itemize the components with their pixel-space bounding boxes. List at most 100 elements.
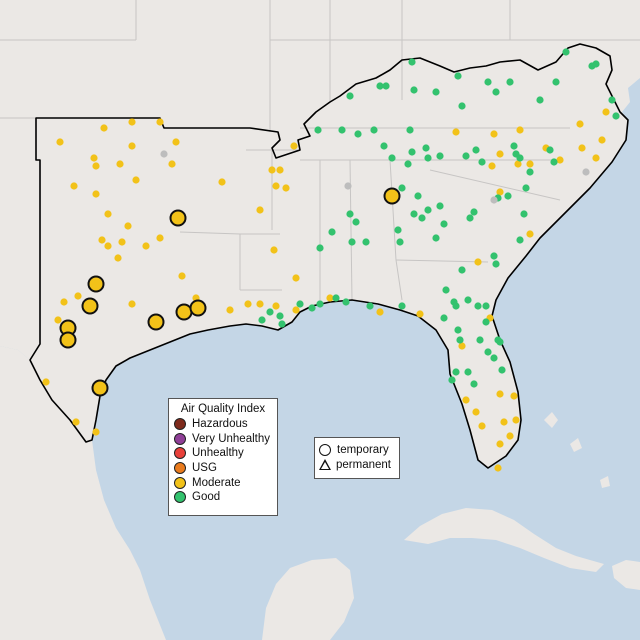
monitor-moderate[interactable]: [54, 316, 62, 324]
monitor-moderate[interactable]: [218, 178, 226, 186]
monitor-moderate[interactable]: [92, 190, 100, 198]
monitor-moderate[interactable]: [118, 238, 126, 246]
monitor-moderate[interactable]: [156, 118, 164, 126]
monitor-moderate[interactable]: [42, 378, 50, 386]
monitor-moderate[interactable]: [326, 294, 334, 302]
monitor-no-data[interactable]: [344, 182, 352, 190]
monitor-good[interactable]: [592, 60, 600, 68]
monitor-good[interactable]: [490, 252, 498, 260]
monitor-good[interactable]: [492, 260, 500, 268]
temporary-monitor-moderate[interactable]: [189, 299, 207, 317]
monitor-moderate[interactable]: [452, 128, 460, 136]
monitor-good[interactable]: [442, 286, 450, 294]
monitor-good[interactable]: [258, 316, 266, 324]
monitor-good[interactable]: [484, 78, 492, 86]
monitor-moderate[interactable]: [490, 130, 498, 138]
monitor-moderate[interactable]: [292, 306, 300, 314]
monitor-good[interactable]: [348, 238, 356, 246]
monitor-moderate[interactable]: [602, 108, 610, 116]
monitor-good[interactable]: [506, 78, 514, 86]
monitor-good[interactable]: [520, 210, 528, 218]
monitor-good[interactable]: [466, 214, 474, 222]
temporary-monitor-moderate[interactable]: [81, 297, 99, 315]
monitor-good[interactable]: [370, 126, 378, 134]
monitor-good[interactable]: [458, 266, 466, 274]
monitor-good[interactable]: [382, 82, 390, 90]
monitor-moderate[interactable]: [276, 166, 284, 174]
monitor-good[interactable]: [388, 154, 396, 162]
monitor-good[interactable]: [470, 208, 478, 216]
monitor-good[interactable]: [398, 184, 406, 192]
monitor-good[interactable]: [308, 304, 316, 312]
monitor-good[interactable]: [418, 214, 426, 222]
monitor-moderate[interactable]: [576, 120, 584, 128]
monitor-moderate[interactable]: [526, 230, 534, 238]
monitor-good[interactable]: [472, 146, 480, 154]
monitor-moderate[interactable]: [272, 182, 280, 190]
monitor-good[interactable]: [436, 152, 444, 160]
monitor-good[interactable]: [414, 192, 422, 200]
monitor-good[interactable]: [440, 314, 448, 322]
monitor-good[interactable]: [458, 102, 466, 110]
monitor-good[interactable]: [462, 152, 470, 160]
monitor-moderate[interactable]: [272, 302, 280, 310]
monitor-moderate[interactable]: [60, 298, 68, 306]
monitor-good[interactable]: [346, 210, 354, 218]
monitor-good[interactable]: [454, 326, 462, 334]
monitor-moderate[interactable]: [556, 156, 564, 164]
monitor-good[interactable]: [464, 368, 472, 376]
monitor-moderate[interactable]: [168, 160, 176, 168]
monitor-good[interactable]: [526, 168, 534, 176]
monitor-moderate[interactable]: [496, 150, 504, 158]
monitor-good[interactable]: [404, 160, 412, 168]
monitor-good[interactable]: [612, 112, 620, 120]
monitor-moderate[interactable]: [516, 126, 524, 134]
monitor-moderate[interactable]: [462, 396, 470, 404]
monitor-good[interactable]: [266, 308, 274, 316]
monitor-moderate[interactable]: [226, 306, 234, 314]
monitor-good[interactable]: [546, 146, 554, 154]
monitor-good[interactable]: [408, 58, 416, 66]
monitor-good[interactable]: [474, 302, 482, 310]
monitor-moderate[interactable]: [142, 242, 150, 250]
monitor-moderate[interactable]: [376, 308, 384, 316]
monitor-moderate[interactable]: [256, 300, 264, 308]
monitor-good[interactable]: [464, 296, 472, 304]
monitor-good[interactable]: [398, 302, 406, 310]
monitor-good[interactable]: [504, 192, 512, 200]
monitor-moderate[interactable]: [72, 418, 80, 426]
monitor-moderate[interactable]: [592, 154, 600, 162]
monitor-moderate[interactable]: [124, 222, 132, 230]
monitor-moderate[interactable]: [116, 160, 124, 168]
monitor-moderate[interactable]: [104, 210, 112, 218]
monitor-moderate[interactable]: [70, 182, 78, 190]
monitor-good[interactable]: [424, 154, 432, 162]
monitor-good[interactable]: [456, 336, 464, 344]
temporary-monitor-moderate[interactable]: [383, 187, 401, 205]
monitor-good[interactable]: [342, 298, 350, 306]
monitor-good[interactable]: [454, 72, 462, 80]
monitor-moderate[interactable]: [244, 300, 252, 308]
monitor-moderate[interactable]: [268, 166, 276, 174]
monitor-good[interactable]: [492, 88, 500, 96]
monitor-moderate[interactable]: [92, 428, 100, 436]
monitor-good[interactable]: [432, 234, 440, 242]
monitor-moderate[interactable]: [92, 162, 100, 170]
monitor-good[interactable]: [522, 184, 530, 192]
monitor-good[interactable]: [476, 336, 484, 344]
monitor-moderate[interactable]: [90, 154, 98, 162]
monitor-moderate[interactable]: [128, 118, 136, 126]
monitor-moderate[interactable]: [132, 176, 140, 184]
monitor-good[interactable]: [276, 312, 284, 320]
monitor-good[interactable]: [482, 318, 490, 326]
monitor-good[interactable]: [562, 48, 570, 56]
monitor-good[interactable]: [332, 294, 340, 302]
monitor-good[interactable]: [352, 218, 360, 226]
monitor-moderate[interactable]: [598, 136, 606, 144]
monitor-good[interactable]: [550, 158, 558, 166]
temporary-monitor-moderate[interactable]: [175, 303, 193, 321]
monitor-moderate[interactable]: [100, 124, 108, 132]
monitor-good[interactable]: [516, 236, 524, 244]
monitor-good[interactable]: [432, 88, 440, 96]
